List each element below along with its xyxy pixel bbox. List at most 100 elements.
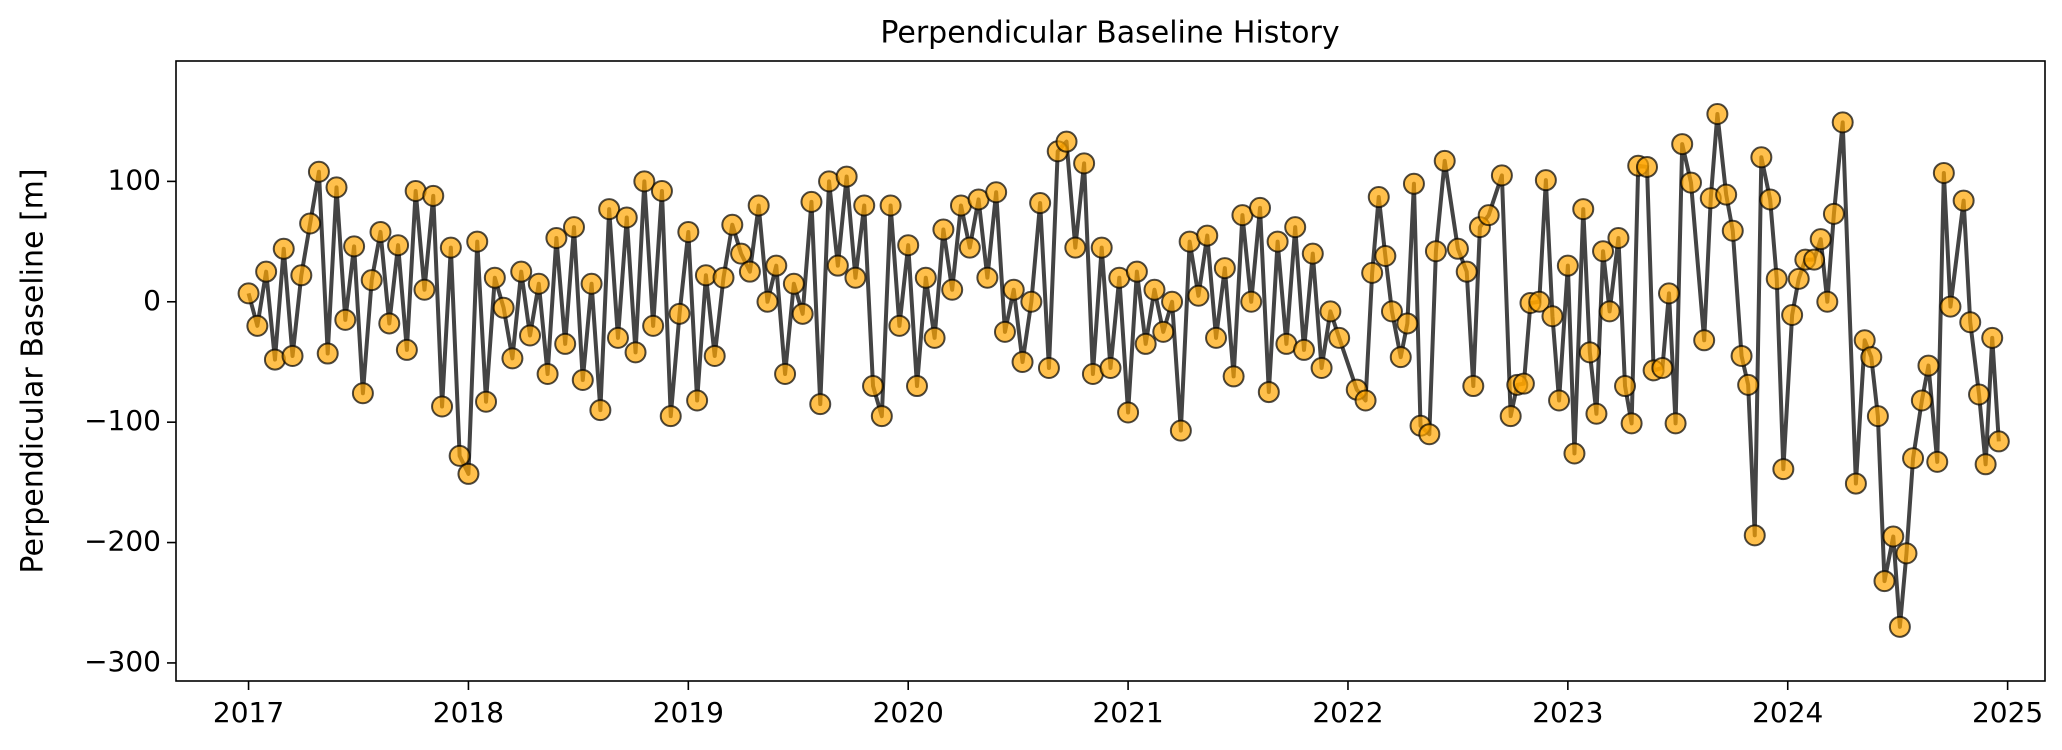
data-point: [1055, 130, 1078, 153]
data-point: [1152, 320, 1175, 343]
data-point: [562, 216, 585, 239]
data-point: [571, 369, 594, 392]
plot-frame: [175, 60, 2046, 682]
data-point: [307, 160, 330, 183]
data-point: [290, 264, 313, 287]
data-point: [1866, 405, 1889, 428]
y-tick-label: 100: [108, 163, 161, 196]
data-point: [1374, 245, 1397, 268]
data-point: [1715, 183, 1738, 206]
data-point: [1266, 230, 1289, 253]
data-point: [1926, 450, 1949, 473]
data-point: [439, 236, 462, 259]
data-point: [554, 332, 577, 355]
data-point: [1455, 260, 1478, 283]
data-point: [1787, 267, 1810, 290]
data-point: [650, 180, 673, 203]
data-point: [721, 213, 744, 236]
data-point: [1037, 356, 1060, 379]
data-point: [1831, 111, 1854, 134]
data-point: [1721, 219, 1744, 242]
data-point: [589, 399, 612, 422]
data-point: [1860, 346, 1883, 369]
data-point: [1902, 447, 1925, 470]
data-point: [1592, 240, 1615, 263]
data-point: [712, 266, 735, 289]
data-point: [1759, 188, 1782, 211]
data-point: [1020, 290, 1043, 313]
x-tick-label: 2024: [1752, 696, 1823, 729]
data-point: [1959, 311, 1982, 334]
data-point: [378, 312, 401, 335]
data-point: [774, 363, 797, 386]
data-point: [1125, 260, 1148, 283]
data-point: [316, 342, 339, 365]
data-point: [598, 198, 621, 221]
data-point: [1240, 290, 1263, 313]
data-point: [870, 405, 893, 428]
data-point: [1196, 224, 1219, 247]
data-point: [1730, 344, 1753, 367]
data-point: [281, 344, 304, 367]
data-point: [1499, 405, 1522, 428]
data-point: [1658, 282, 1681, 305]
data-point: [826, 254, 849, 277]
data-point: [1354, 389, 1377, 412]
x-tick-label: 2025: [1972, 696, 2043, 729]
data-point: [1361, 261, 1384, 284]
data-point: [1257, 381, 1280, 404]
data-point: [263, 348, 286, 371]
data-point: [1651, 356, 1674, 379]
data-point: [993, 320, 1016, 343]
data-point: [1367, 186, 1390, 209]
data-point: [1636, 155, 1659, 178]
data-point: [888, 314, 911, 337]
data-point: [519, 324, 542, 347]
data-point: [1882, 525, 1905, 548]
data-point: [334, 308, 357, 331]
data-point: [1284, 216, 1307, 239]
data-point: [1301, 242, 1324, 265]
data-point: [1679, 171, 1702, 194]
data-point: [1706, 102, 1729, 125]
data-point: [844, 266, 867, 289]
x-tick-label: 2018: [433, 696, 504, 729]
baseline-line: [246, 111, 2001, 629]
data-point: [1292, 338, 1315, 361]
data-point: [668, 302, 691, 325]
data-point: [677, 220, 700, 243]
data-point: [255, 260, 278, 283]
data-point: [483, 266, 506, 289]
data-point: [1987, 430, 2010, 453]
data-point: [1073, 152, 1096, 175]
data-point: [1548, 389, 1571, 412]
data-point: [1781, 304, 1804, 327]
data-point: [633, 170, 656, 193]
data-point: [906, 375, 929, 398]
data-point: [1418, 423, 1441, 446]
data-point: [1614, 375, 1637, 398]
data-point: [395, 338, 418, 361]
data-point: [1310, 356, 1333, 379]
data-point: [1620, 412, 1643, 435]
data-point: [457, 462, 480, 485]
data-point: [1396, 312, 1419, 335]
data-point: [545, 226, 568, 249]
data-point: [738, 260, 761, 283]
data-point: [853, 194, 876, 217]
x-tick-label: 2020: [873, 696, 944, 729]
y-tick-label: 0: [143, 284, 161, 317]
data-point: [1932, 161, 1955, 184]
data-point: [1563, 442, 1586, 465]
x-tick-label: 2019: [653, 696, 724, 729]
data-point: [1090, 236, 1113, 259]
data-point: [527, 272, 550, 295]
data-point: [1556, 254, 1579, 277]
data-point: [325, 176, 348, 199]
data-point: [730, 242, 753, 265]
data-point: [1607, 226, 1630, 249]
data-point: [1939, 295, 1962, 318]
data-point: [1968, 383, 1991, 406]
data-point: [958, 236, 981, 259]
data-point: [343, 235, 366, 258]
